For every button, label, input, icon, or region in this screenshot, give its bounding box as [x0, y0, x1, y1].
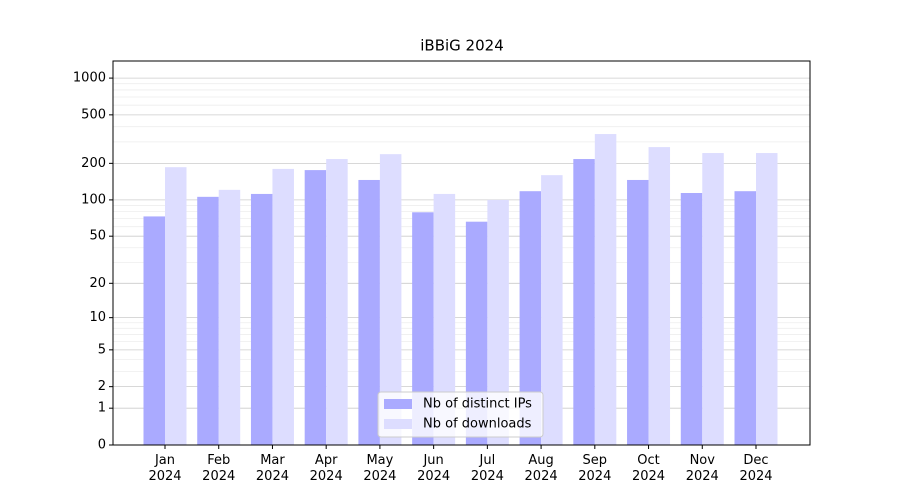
y-tick-label: 100: [81, 192, 106, 207]
y-tick-label: 20: [89, 276, 106, 291]
bar: [648, 147, 671, 445]
x-tick-label: Oct 2024: [631, 453, 666, 484]
bar: [680, 193, 703, 445]
legend-box: [377, 391, 544, 438]
x-tick-label: May 2024: [363, 453, 397, 484]
y-tick-label: 2: [98, 379, 106, 394]
bar: [379, 154, 402, 445]
x-tick-label: Apr 2024: [309, 453, 343, 484]
bar: [594, 134, 617, 445]
bar: [412, 212, 434, 445]
chart-title: iBBiG 2024: [420, 37, 503, 55]
bar: [734, 191, 756, 445]
y-tick-label: 200: [81, 156, 106, 171]
bar: [165, 167, 187, 445]
bar: [487, 199, 509, 445]
legend-label: Nb of downloads: [423, 417, 532, 432]
bar: [250, 193, 273, 445]
bar: [326, 159, 348, 446]
plot-frame: [112, 60, 811, 446]
x-tick-label: Sep 2024: [578, 453, 612, 484]
legend-swatch: [384, 419, 412, 429]
x-tick-label: Dec 2024: [739, 453, 773, 484]
bar: [304, 170, 327, 445]
bar: [627, 179, 649, 445]
bar: [541, 175, 563, 445]
y-tick-label: 1: [98, 401, 106, 416]
bar: [702, 153, 724, 446]
bar: [519, 191, 542, 445]
bar: [197, 196, 219, 445]
y-tick-label: 10: [89, 310, 106, 325]
bar: [218, 189, 241, 445]
bar: [465, 221, 488, 445]
bar: [143, 216, 165, 445]
y-tick-label: 500: [81, 107, 106, 122]
bar: [433, 193, 456, 445]
y-tick-label: 50: [89, 229, 106, 244]
x-tick-label: Mar 2024: [255, 453, 289, 484]
bar: [573, 159, 595, 446]
x-tick-label: Aug 2024: [524, 453, 558, 484]
y-tick-label: 1000: [73, 71, 106, 86]
bar: [756, 153, 778, 446]
x-tick-label: Feb 2024: [202, 453, 236, 484]
bar: [358, 179, 380, 445]
legend-label: Nb of distinct IPs: [423, 397, 532, 412]
x-tick-label: Jan 2024: [148, 453, 182, 484]
x-tick-label: Nov 2024: [685, 453, 719, 484]
y-tick-label: 0: [98, 438, 106, 453]
x-tick-label: Jul 2024: [470, 453, 504, 484]
legend-swatch: [384, 399, 412, 409]
x-tick-label: Jun 2024: [417, 453, 451, 484]
y-tick-label: 5: [98, 342, 106, 357]
bar: [272, 168, 294, 445]
